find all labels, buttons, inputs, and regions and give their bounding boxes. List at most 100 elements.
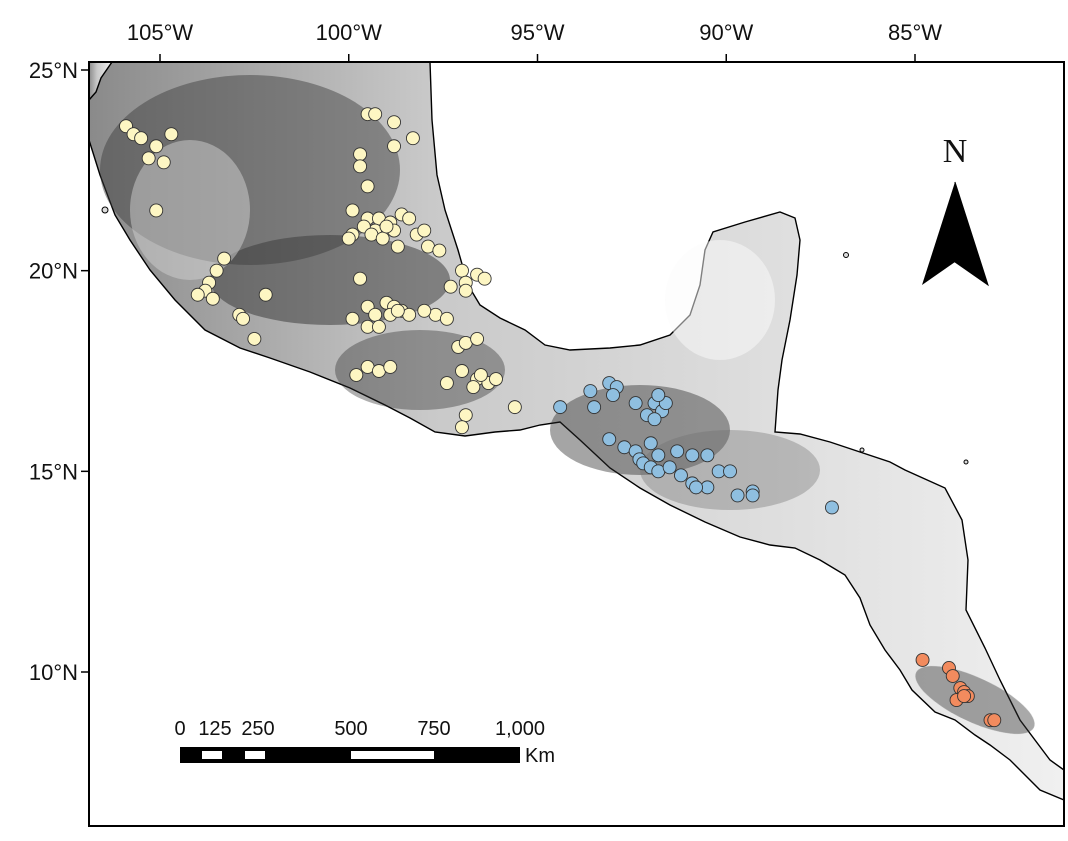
occurrence-point-group-1: [489, 372, 503, 386]
north-arrow: N: [922, 133, 989, 287]
occurrence-point-group-1: [466, 380, 481, 395]
occurrence-point-group-1: [458, 283, 473, 298]
occurrence-point-group-2: [628, 396, 643, 411]
occurrence-point-group-1: [190, 287, 205, 302]
scale-bar-label: 0: [174, 718, 185, 740]
occurrence-point-group-2: [606, 388, 620, 403]
occurrence-point-group-1: [209, 263, 224, 278]
occurrence-point-group-1: [439, 376, 454, 390]
occurrence-point-group-1: [368, 307, 383, 322]
latitude-tick-label: 25°N: [29, 58, 78, 83]
occurrence-point-group-1: [141, 151, 156, 166]
occurrence-point-group-2: [825, 500, 839, 515]
occurrence-point-group-1: [390, 303, 405, 318]
occurrence-point-group-2: [745, 488, 760, 503]
scale-bar-label: 500: [334, 718, 367, 740]
occurrence-point-group-2: [730, 488, 745, 503]
occurrence-point-group-2: [643, 436, 658, 451]
occurrence-point-group-3: [945, 669, 960, 683]
longitude-tick-label: 90°W: [699, 20, 753, 45]
occurrence-point-group-1: [439, 311, 454, 326]
occurrence-points: [119, 107, 1002, 728]
occurrence-point-group-2: [651, 448, 666, 463]
longitude-ticks: 105°W 100°W 95°W 90°W 85°W: [127, 20, 942, 62]
north-arrow-icon: [922, 182, 955, 285]
occurrence-point-group-2: [651, 388, 666, 403]
occurrence-point-group-1: [258, 287, 273, 302]
occurrence-point-group-1: [473, 368, 488, 382]
occurrence-point-group-1: [375, 231, 390, 246]
scale-bar-label: 750: [417, 718, 450, 740]
occurrence-point-group-2: [587, 400, 602, 415]
occurrence-point-group-1: [455, 420, 469, 435]
occurrence-point-group-1: [345, 311, 360, 326]
occurrence-point-group-3: [987, 713, 1002, 728]
occurrence-point-group-1: [417, 223, 432, 238]
occurrence-point-group-2: [700, 448, 715, 463]
occurrence-point-group-1: [217, 251, 232, 266]
map-frame: [88, 61, 1065, 827]
occurrence-point-group-1: [387, 139, 401, 154]
occurrence-point-group-1: [387, 115, 401, 130]
occurrence-point-group-1: [458, 408, 473, 423]
island: [843, 252, 849, 258]
occurrence-point-group-2: [670, 444, 685, 459]
occurrence-point-group-1: [402, 211, 417, 226]
occurrence-point-group-1: [164, 127, 179, 142]
occurrence-point-group-1: [341, 231, 356, 246]
occurrence-point-group-1: [149, 203, 164, 218]
occurrence-point-group-1: [507, 400, 522, 415]
island: [859, 447, 865, 453]
occurrence-point-group-2: [689, 480, 703, 495]
island: [963, 459, 969, 465]
occurrence-point-group-1: [349, 368, 364, 382]
occurrence-point-group-1: [443, 279, 458, 294]
north-label: N: [943, 133, 968, 170]
longitude-tick-label: 100°W: [316, 20, 383, 45]
longitude-tick-label: 105°W: [127, 20, 194, 45]
scale-unit: Km: [525, 745, 555, 767]
scale-bar: 0 125 250 500 750 1,000 Km: [174, 718, 555, 767]
map-area: [89, 62, 1064, 801]
longitude-tick-label: 85°W: [888, 20, 942, 45]
occurrence-point-group-1: [390, 239, 405, 254]
occurrence-point-group-1: [432, 243, 447, 258]
occurrence-point-group-1: [379, 219, 394, 234]
occurrence-point-group-1: [360, 179, 375, 194]
occurrence-point-group-3: [957, 689, 972, 704]
occurrence-point-group-1: [345, 203, 360, 218]
occurrence-point-group-1: [455, 263, 469, 278]
latitude-tick-label: 15°N: [29, 459, 78, 484]
occurrence-point-group-2: [553, 400, 568, 415]
scale-bar-label: 250: [241, 718, 274, 740]
scale-bar-label: 1,000: [495, 718, 545, 740]
occurrence-point-group-1: [205, 291, 220, 306]
longitude-tick-label: 95°W: [510, 20, 564, 45]
occurrence-point-group-3: [915, 653, 930, 667]
occurrence-point-group-1: [353, 159, 368, 174]
occurrence-point-group-1: [477, 271, 492, 286]
north-arrow-icon-right: [954, 181, 989, 287]
occurrence-point-group-2: [685, 448, 700, 463]
occurrence-point-group-1: [236, 311, 251, 326]
occurrence-point-group-1: [372, 319, 386, 334]
occurrence-point-group-2: [583, 384, 598, 399]
occurrence-point-group-1: [470, 331, 485, 346]
occurrence-point-group-2: [723, 464, 737, 479]
occurrence-point-group-1: [417, 303, 432, 318]
latitude-tick-label: 20°N: [29, 259, 78, 284]
occurrence-point-group-2: [662, 460, 677, 475]
occurrence-point-group-1: [455, 364, 469, 378]
occurrence-point-group-1: [353, 271, 368, 286]
latitude-tick-label: 10°N: [29, 660, 78, 685]
occurrence-point-group-1: [383, 360, 398, 374]
occurrence-point-group-1: [353, 147, 368, 162]
occurrence-point-group-2: [647, 412, 662, 427]
occurrence-point-group-1: [368, 107, 383, 122]
latitude-ticks: 25°N 20°N 15°N 10°N: [29, 58, 89, 685]
baja-coast: [89, 62, 113, 102]
occurrence-point-group-1: [405, 131, 420, 146]
land-mass: [89, 62, 1064, 801]
occurrence-point-group-1: [134, 131, 149, 146]
